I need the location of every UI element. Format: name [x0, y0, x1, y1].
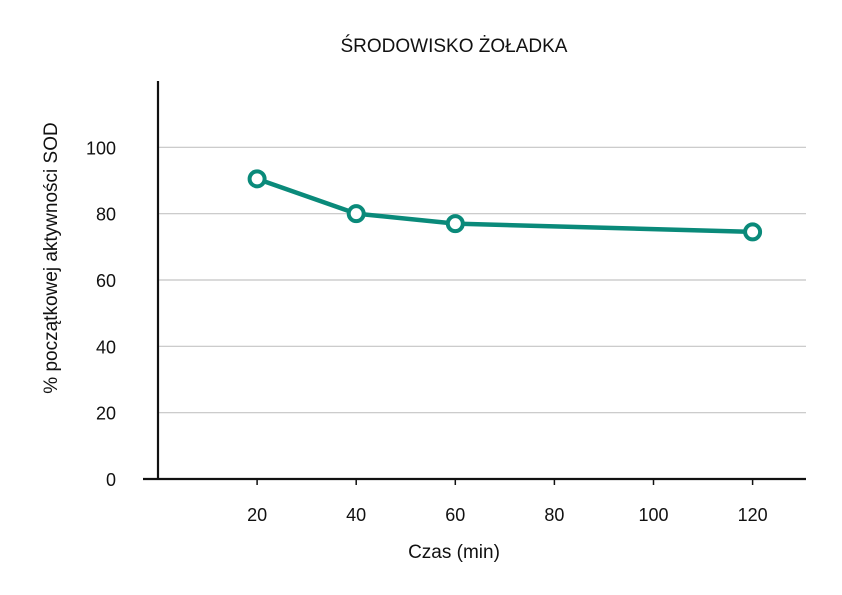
y-tick-labels: 0 20 40 60 80 100 — [86, 138, 116, 490]
series-line-0 — [254, 176, 755, 235]
y-tick-label-80: 80 — [96, 205, 116, 225]
x-tick-label-80: 80 — [544, 505, 564, 525]
data-point-40 — [346, 204, 366, 224]
y-tick-label-20: 20 — [96, 404, 116, 424]
x-tick-label-20: 20 — [247, 505, 267, 525]
x-tick-label-40: 40 — [346, 505, 366, 525]
y-tick-label-0: 0 — [106, 470, 116, 490]
x-tick-label-100: 100 — [638, 505, 668, 525]
x-tick-label-60: 60 — [445, 505, 465, 525]
y-tick-label-60: 60 — [96, 271, 116, 291]
y-tick-label-40: 40 — [96, 337, 116, 357]
chart-title: ŚRODOWISKO ŻOŁADKA — [341, 35, 568, 57]
x-tick-label-120: 120 — [738, 505, 768, 525]
y-axis-label: % początkowej aktywności SOD — [41, 122, 62, 393]
y-tick-label-100: 100 — [86, 138, 116, 158]
x-axis-label: Czas (min) — [408, 542, 500, 563]
data-point-60 — [445, 214, 465, 234]
x-tick-labels: 20 40 60 80 100 120 — [247, 505, 768, 525]
axes — [143, 81, 806, 485]
data-point-120 — [743, 222, 763, 242]
series-group — [247, 169, 763, 242]
data-point-20 — [247, 169, 267, 189]
grid-lines — [158, 146, 806, 414]
